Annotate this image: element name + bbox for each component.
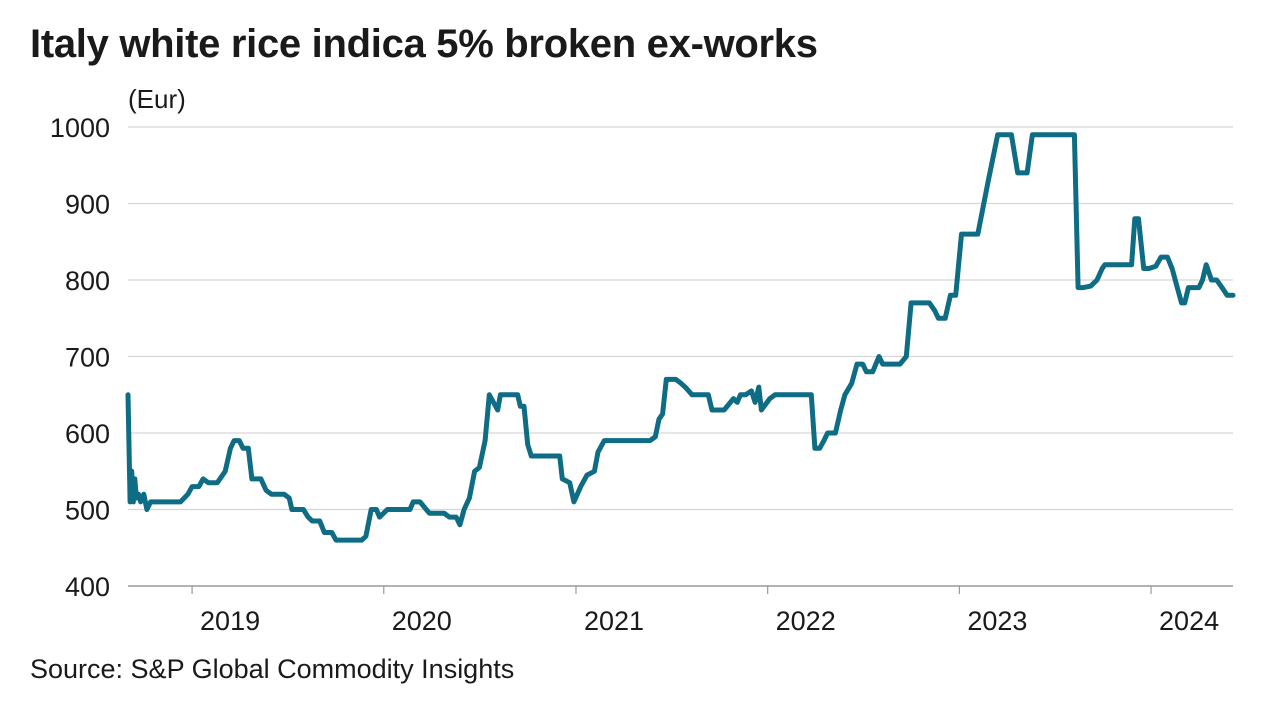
- y-axis: 400 500 600 700 800 900 1000: [50, 113, 110, 602]
- y-axis-unit-label: (Eur): [128, 84, 186, 114]
- y-tick-label: 700: [65, 343, 110, 373]
- series-line-0: [125, 132, 1236, 543]
- series-group: [125, 132, 1236, 543]
- x-tick-label: 2019: [200, 606, 260, 636]
- gridlines: [128, 126, 1233, 587]
- x-tick-label: 2022: [776, 606, 836, 636]
- y-tick-label: 1000: [50, 113, 110, 143]
- y-tick-label: 600: [65, 419, 110, 449]
- y-tick-label: 500: [65, 496, 110, 526]
- y-tick-label: 800: [65, 266, 110, 296]
- y-tick-label: 900: [65, 190, 110, 220]
- x-tick-label: 2024: [1159, 606, 1219, 636]
- x-tick-label: 2021: [584, 606, 644, 636]
- x-tick-label: 2020: [392, 606, 452, 636]
- x-tick-label: 2023: [967, 606, 1027, 636]
- y-tick-label: 400: [65, 572, 110, 602]
- chart-title: Italy white rice indica 5% broken ex-wor…: [30, 22, 818, 66]
- x-axis: 2019 2020 2021 2022 2023 2024: [191, 586, 1219, 636]
- source-note: Source: S&P Global Commodity Insights: [30, 654, 515, 684]
